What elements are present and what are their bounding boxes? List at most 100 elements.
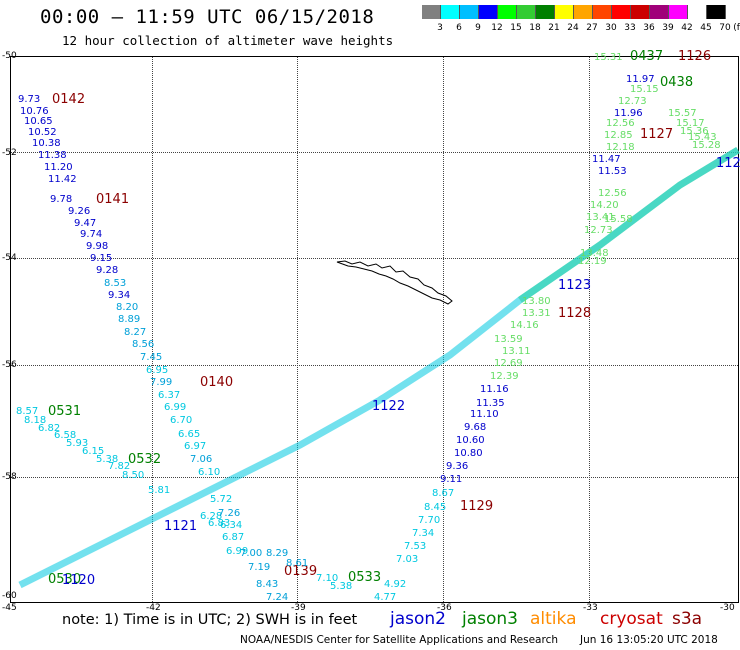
swh-value: 8.67: [432, 488, 454, 499]
time-label: 0531: [48, 404, 81, 419]
swh-value: 7.03: [396, 554, 418, 565]
swh-value: 9.98: [86, 241, 108, 252]
swh-value: 10.65: [24, 116, 53, 127]
swh-value: 9.15: [90, 253, 112, 264]
swh-value: 7.26: [218, 508, 240, 519]
swh-value: 15.57: [668, 108, 697, 119]
swh-value: 5.93: [66, 438, 88, 449]
swh-value: 6.87: [222, 532, 244, 543]
swh-value: 8.27: [124, 327, 146, 338]
grid-line-lon: [297, 57, 298, 602]
swh-value: 9.26: [68, 206, 90, 217]
time-label: 1121: [164, 519, 197, 534]
swh-value: 12.69: [494, 358, 523, 369]
swh-value: 11.42: [48, 174, 77, 185]
swh-value: 12.85: [604, 130, 633, 141]
colorbar-label: 45: [700, 23, 712, 33]
colorbar-label: 27: [586, 23, 598, 33]
colorbar-label: 9: [475, 23, 481, 33]
colorbar-swatch: [479, 5, 498, 19]
swh-value: 11.20: [44, 162, 73, 173]
jason-track-diagonal: [18, 147, 740, 589]
swh-value: 15.17: [676, 118, 705, 129]
swh-value: 11.38: [38, 150, 67, 161]
swh-value: 9.68: [464, 422, 486, 433]
swh-value: 8.43: [256, 579, 278, 590]
lon-label: -30: [720, 603, 735, 613]
lon-label: -42: [146, 603, 161, 613]
swh-value: 13.41: [586, 212, 615, 223]
colorbar-label: 18: [529, 23, 541, 33]
colorbar-swatch: [422, 5, 441, 19]
lat-label: -58: [2, 472, 17, 482]
lat-label: -52: [2, 148, 17, 158]
swh-value: 6.70: [170, 415, 192, 426]
satellite-legend-jason3: jason3: [462, 609, 518, 629]
colorbar-label: 15: [510, 23, 522, 33]
swh-value: 12.73: [584, 225, 613, 236]
grid-line-lat: [11, 477, 738, 478]
swh-value: 9.74: [80, 229, 102, 240]
swh-value: 8.56: [132, 339, 154, 350]
swh-value: 5.38: [330, 581, 352, 592]
grid-line-lon: [443, 57, 444, 602]
satellite-legend-altika: altika: [530, 609, 577, 629]
swh-value: 11.16: [480, 384, 509, 395]
swh-value: 6.82: [38, 423, 60, 434]
colorbar-swatch: [631, 5, 650, 19]
grid-line-lat: [11, 258, 738, 259]
swh-value: 7.10: [316, 573, 338, 584]
swh-value: 9.11: [440, 474, 462, 485]
swh-value: 12.56: [606, 118, 635, 129]
swh-value: 9.78: [50, 194, 72, 205]
satellite-legend-cryosat: cryosat: [600, 609, 663, 629]
swh-value: 4.92: [384, 579, 406, 590]
generation-timestamp: Jun 16 13:05:20 UTC 2018: [580, 634, 718, 646]
swh-value: 9.73: [18, 94, 40, 105]
swh-value: 13.11: [502, 346, 531, 357]
swh-value: 7.45: [140, 352, 162, 363]
colorbar-label: 30: [605, 23, 617, 33]
swh-value: 6.28: [200, 511, 222, 522]
grid-line-lon: [589, 57, 590, 602]
swh-value: 8.29: [266, 548, 288, 559]
colorbar-label: 70: [719, 23, 731, 33]
swh-value: 6.10: [198, 467, 220, 478]
swh-value: 9.28: [96, 265, 118, 276]
swh-value: 13.48: [580, 248, 609, 259]
colorbar-swatch: [650, 5, 669, 19]
swh-value: 13.31: [522, 308, 551, 319]
swh-value: 10.76: [20, 106, 49, 117]
swh-value: 6.15: [82, 446, 104, 457]
swh-value: 6.58: [54, 430, 76, 441]
time-label: 1122: [372, 399, 405, 414]
time-label: 1127: [640, 127, 673, 142]
colorbar-swatch: [498, 5, 517, 19]
lon-label: -36: [437, 603, 452, 613]
swh-value: 10.60: [456, 435, 485, 446]
swh-value: 8.89: [118, 314, 140, 325]
time-label: 1126: [678, 49, 711, 64]
time-label: 0533: [348, 570, 381, 585]
grid-line-lat: [11, 152, 738, 153]
colorbar-swatch: [460, 5, 479, 19]
swh-value: 7.00: [240, 548, 262, 559]
satellite-legend-s3a: s3a: [672, 609, 703, 629]
colorbar-label: 36: [643, 23, 655, 33]
colorbar-swatch: [536, 5, 555, 19]
swh-value: 10.80: [454, 448, 483, 459]
colorbar-unit: (ft): [733, 23, 740, 33]
colorbar-swatch: [574, 5, 593, 19]
lon-label: -45: [2, 603, 17, 613]
swh-value: 11.35: [476, 398, 505, 409]
swh-value: 11.47: [592, 154, 621, 165]
swh-value: 8.18: [24, 415, 46, 426]
swh-value: 7.53: [404, 541, 426, 552]
time-label: 1120: [62, 573, 95, 588]
colorbar-label: 24: [567, 23, 579, 33]
swh-value: 11.96: [614, 108, 643, 119]
grid-line-lon: [152, 57, 153, 602]
colorbar-label: 42: [681, 23, 693, 33]
